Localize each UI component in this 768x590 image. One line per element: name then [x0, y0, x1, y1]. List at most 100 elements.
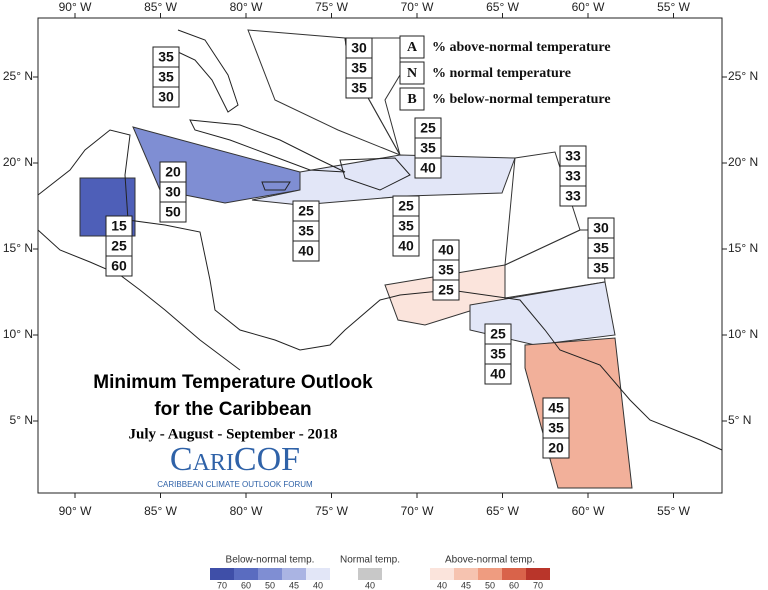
- legend-tick: 40: [313, 580, 323, 590]
- legend-swatch: [430, 568, 454, 580]
- prob-value: 35: [593, 260, 609, 276]
- lon-label: 75° W: [315, 0, 348, 14]
- prob-box: [542, 437, 570, 459]
- legend-swatch: [526, 568, 550, 580]
- key-text: % above-normal temperature: [432, 40, 611, 55]
- prob-box: [432, 279, 460, 301]
- prob-value: 50: [165, 204, 181, 220]
- legend-tick: 50: [265, 580, 275, 590]
- logo-tagline: CARIBBEAN CLIMATE OUTLOOK FORUM: [157, 480, 313, 489]
- lat-label: 25° N: [728, 69, 758, 83]
- prob-value: 30: [165, 184, 181, 200]
- legend-tick: 45: [461, 580, 471, 590]
- prob-value: 25: [398, 198, 414, 214]
- key-box: [399, 35, 425, 59]
- prob-value: 35: [351, 80, 367, 96]
- prob-value: 30: [158, 89, 174, 105]
- prob-box: [292, 240, 320, 262]
- prob-value: 33: [565, 168, 581, 184]
- lat-label: 25° N: [3, 69, 33, 83]
- lon-label: 85° W: [144, 504, 177, 518]
- prob-value: 35: [593, 240, 609, 256]
- legend-tick: 60: [509, 580, 519, 590]
- prob-value: 20: [548, 440, 564, 456]
- lon-label: 90° W: [59, 504, 92, 518]
- legend-swatch: [258, 568, 282, 580]
- prob-value: 35: [438, 262, 454, 278]
- prob-value: 45: [548, 400, 564, 416]
- prob-box: [392, 235, 420, 257]
- legend-swatch: [358, 568, 382, 580]
- prob-value: 15: [111, 218, 127, 234]
- prob-value: 25: [438, 282, 454, 298]
- prob-value: 35: [298, 223, 314, 239]
- prob-value: 40: [490, 366, 506, 382]
- lat-label: 15° N: [3, 241, 33, 255]
- key-text: % normal temperature: [432, 66, 571, 81]
- lat-label: 10° N: [728, 327, 758, 341]
- lon-label: 65° W: [486, 0, 519, 14]
- coast-pacific: [37, 229, 241, 371]
- prob-value: 40: [438, 242, 454, 258]
- lat-label: 20° N: [728, 155, 758, 169]
- prob-value: 25: [298, 203, 314, 219]
- prob-value: 30: [351, 40, 367, 56]
- logo-name: CariCOF: [170, 441, 300, 478]
- prob-box: [559, 185, 587, 207]
- lat-label: 5° N: [10, 413, 33, 427]
- prob-value: 35: [420, 140, 436, 156]
- lon-label: 60° W: [572, 504, 605, 518]
- prob-value: 20: [165, 164, 181, 180]
- legend-tick: 50: [485, 580, 495, 590]
- lon-label: 85° W: [144, 0, 177, 14]
- prob-value: 35: [351, 60, 367, 76]
- legend-swatch: [234, 568, 258, 580]
- coastlines: [37, 29, 723, 451]
- key-box: [399, 61, 425, 85]
- title-line1: Minimum Temperature Outlook: [93, 372, 373, 393]
- prob-value: 35: [398, 218, 414, 234]
- prob-value: 25: [111, 238, 127, 254]
- key-text: % below-normal temperature: [432, 92, 611, 107]
- legend-title: Normal temp.: [340, 555, 400, 566]
- prob-box: [105, 255, 133, 277]
- coast-hispaniola: [339, 157, 411, 191]
- lon-label: 90° W: [59, 0, 92, 14]
- coast-florida: [177, 29, 239, 113]
- prob-value: 35: [158, 69, 174, 85]
- legend-swatch: [282, 568, 306, 580]
- legend-swatch: [502, 568, 526, 580]
- lon-label: 75° W: [315, 504, 348, 518]
- lon-label: 60° W: [572, 0, 605, 14]
- prob-value: 30: [593, 220, 609, 236]
- lat-label: 10° N: [3, 327, 33, 341]
- legend-tick: 45: [289, 580, 299, 590]
- key-letter: N: [407, 66, 417, 81]
- coast-mainland: [37, 129, 723, 451]
- prob-value: 60: [111, 258, 127, 274]
- legend-title: Above-normal temp.: [445, 555, 535, 566]
- period: July - August - September - 2018: [129, 426, 338, 442]
- prob-value: 25: [490, 326, 506, 342]
- prob-value: 40: [298, 243, 314, 259]
- key-letter: B: [407, 92, 416, 107]
- lon-label: 65° W: [486, 504, 519, 518]
- lon-label: 80° W: [230, 0, 263, 14]
- legend-swatch: [210, 568, 234, 580]
- prob-value: 25: [420, 120, 436, 136]
- key-letter: A: [407, 40, 418, 55]
- coast-cuba: [189, 119, 346, 173]
- prob-box: [159, 201, 187, 223]
- lat-label: 20° N: [3, 155, 33, 169]
- coast-jamaica: [261, 181, 291, 191]
- prob-value: 35: [490, 346, 506, 362]
- prob-box: [414, 157, 442, 179]
- lat-label: 5° N: [728, 413, 751, 427]
- prob-value: 40: [398, 238, 414, 254]
- legend-tick: 70: [533, 580, 543, 590]
- prob-value: 35: [548, 420, 564, 436]
- legend-swatch: [306, 568, 330, 580]
- legend-title: Below-normal temp.: [226, 555, 315, 566]
- prob-value: 40: [420, 160, 436, 176]
- lat-label: 15° N: [728, 241, 758, 255]
